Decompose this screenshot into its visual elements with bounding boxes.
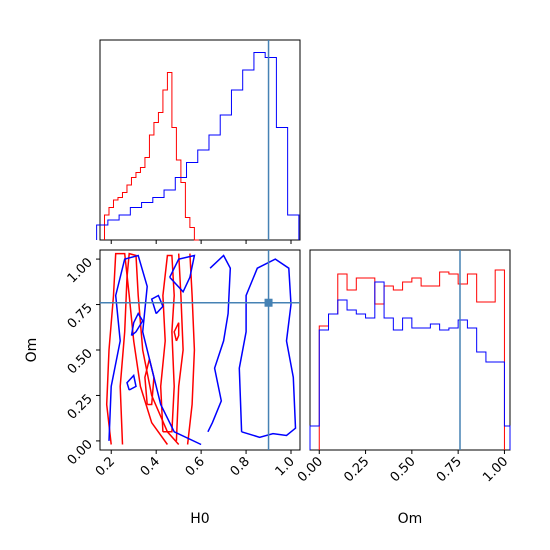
joint-y-tick-label: 0.25 [65, 392, 96, 423]
red-contour [173, 322, 180, 342]
panel-h0-marginal [96, 39, 301, 244]
blue-contour [207, 254, 232, 433]
joint-y-ticks: 0.00 0.25 0.50 0.75 1.00 [65, 255, 100, 468]
om-x-tick-label: 0.00 [295, 454, 326, 485]
panel-joint-frame [99, 249, 301, 451]
joint-truth-marker [264, 298, 273, 307]
red-contour [159, 254, 175, 433]
y-axis-label-om: Om [24, 338, 40, 363]
blue-contour [150, 294, 164, 315]
x-axis-label-om: Om [398, 511, 423, 527]
red-contour [175, 253, 184, 441]
blue-contour [130, 312, 144, 337]
blue-contour [169, 254, 196, 294]
h0-marginal-ticks [110, 240, 292, 244]
blue-contour [108, 254, 202, 446]
om-x-tick-label: 0.75 [434, 454, 465, 485]
blue-h0-histogram [96, 52, 300, 240]
panel-om-marginal-frame [309, 249, 511, 451]
om-marginal-x-ticks: 0.00 0.25 0.50 0.75 1.00 [295, 450, 511, 485]
red-om-histogram [318, 269, 505, 450]
om-x-tick-label: 0.50 [388, 454, 419, 485]
joint-x-tick-label: 0.6 [183, 454, 208, 479]
panel-om-marginal: 0.00 0.25 0.50 0.75 1.00 Om [295, 249, 511, 527]
red-h0-histogram [103, 72, 199, 241]
joint-y-tick-label: 1.00 [65, 255, 96, 286]
om-x-tick-label: 1.00 [480, 454, 511, 485]
joint-x-tick-label: 0.2 [93, 454, 118, 479]
h0-marginal-histograms [96, 52, 300, 241]
om-x-tick-label: 0.25 [341, 454, 372, 485]
x-axis-label-h0: H0 [190, 511, 209, 527]
panel-joint-contour: 0.2 0.4 0.6 0.8 1.0 0.000.250.500.751.00 H0 … [24, 249, 301, 527]
blue-om-histogram [309, 281, 511, 450]
joint-x-tick-label: 0.4 [138, 454, 163, 479]
joint-x-tick-label: 1.0 [273, 454, 298, 479]
joint-y-tick-label: 0.00 [65, 437, 96, 468]
panel-h0-marginal-frame [99, 39, 301, 241]
joint-contours [105, 252, 297, 446]
joint-x-ticks: 0.2 0.4 0.6 0.8 1.0 [93, 450, 298, 479]
red-contour [105, 252, 169, 445]
red-contour [186, 253, 196, 445]
joint-y-tick-label: 0.75 [65, 301, 96, 332]
blue-contour [126, 373, 137, 391]
om-marginal-histograms [309, 269, 511, 450]
blue-contour [238, 258, 297, 439]
joint-y-tick-label: 0.50 [65, 346, 96, 377]
joint-x-tick-label: 0.8 [228, 454, 253, 479]
